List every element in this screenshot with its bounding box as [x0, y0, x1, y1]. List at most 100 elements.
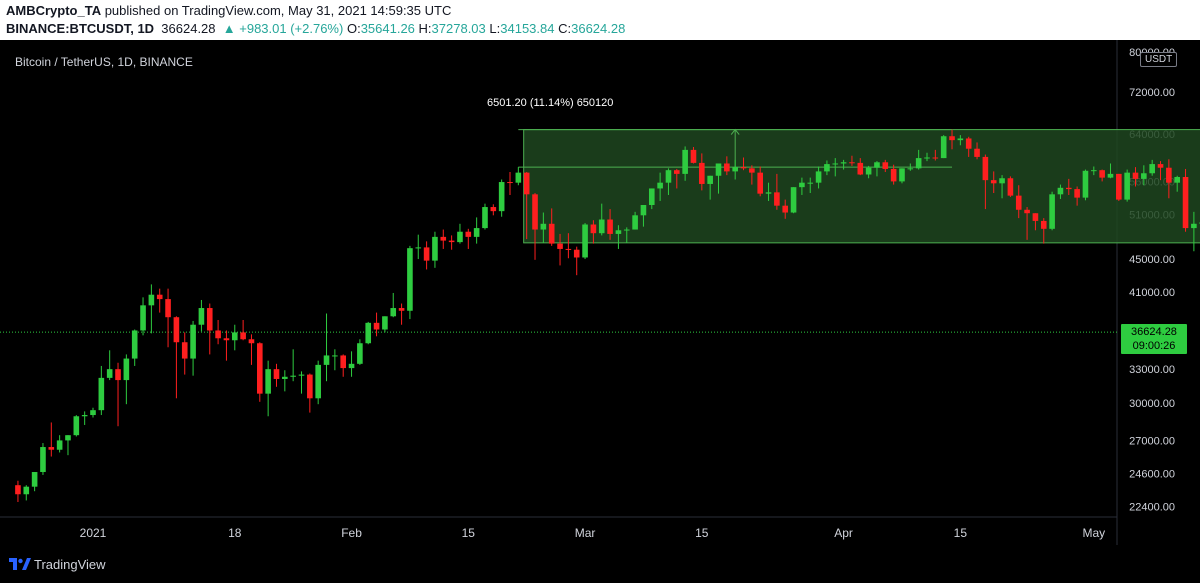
- candle-body: [699, 162, 705, 184]
- candle-body: [949, 136, 955, 141]
- candle-body: [415, 247, 422, 249]
- candle-body: [990, 180, 997, 184]
- candle-body: [707, 175, 713, 184]
- candle-body: [1149, 164, 1155, 174]
- candle-body: [498, 182, 505, 212]
- candle-body: [1049, 194, 1055, 229]
- candle-body: [532, 194, 538, 230]
- candle-body: [1015, 195, 1022, 210]
- high-value: 37278.03: [431, 21, 486, 36]
- publisher-name[interactable]: AMBCrypto_TA: [6, 3, 102, 18]
- candle-body: [815, 171, 822, 183]
- candle-body: [206, 308, 213, 331]
- candlestick-chart[interactable]: 72000.0064000.0056000.0051000.0045000.00…: [0, 40, 1200, 545]
- candle-body: [332, 355, 338, 357]
- time-tick-label: Feb: [341, 526, 362, 540]
- measure-label: 6501.20 (11.14%) 650120: [487, 97, 614, 109]
- candle-body: [340, 355, 346, 369]
- candle-body: [315, 364, 321, 399]
- candle-body: [907, 168, 914, 170]
- last-price-value: 36624.28: [1131, 326, 1177, 339]
- candle-body: [140, 305, 146, 331]
- candle-body: [265, 369, 271, 394]
- candle-body: [48, 447, 55, 450]
- candle-body: [790, 187, 797, 213]
- candle-body: [1074, 189, 1080, 198]
- candle-body: [690, 149, 697, 163]
- candle-body: [732, 167, 738, 172]
- candle-body: [1166, 167, 1172, 183]
- close-label: C:: [558, 21, 572, 36]
- candle-body: [423, 247, 430, 261]
- candle-body: [282, 376, 288, 379]
- candle-body: [582, 224, 588, 258]
- bar-countdown: 09:00:26: [1132, 340, 1176, 353]
- candle-body: [832, 163, 839, 165]
- candle-body: [465, 231, 472, 237]
- price-tick-label: 33000.00: [1129, 364, 1175, 376]
- candle-body: [1182, 176, 1189, 229]
- candle-body: [757, 172, 763, 194]
- candle-body: [23, 486, 30, 495]
- time-tick-label: 15: [695, 526, 709, 540]
- candle-body: [615, 230, 622, 234]
- candle-body: [31, 472, 38, 487]
- candle-body: [98, 377, 105, 411]
- candle-body: [1032, 213, 1039, 221]
- chart-title: Bitcoin / TetherUS, 1D, BINANCE: [15, 55, 193, 69]
- candle-body: [223, 338, 230, 341]
- candle-body: [215, 330, 221, 339]
- candle-body: [1116, 173, 1122, 200]
- candle-body: [1107, 173, 1114, 178]
- candle-body: [1174, 176, 1180, 183]
- time-tick-label: Mar: [575, 526, 596, 540]
- tradingview-logo-text[interactable]: TradingView: [34, 557, 106, 572]
- last-price: 36624.28: [161, 21, 216, 36]
- candle-body: [198, 308, 205, 325]
- tradingview-logo-icon[interactable]: [8, 556, 32, 572]
- candle-body: [298, 374, 305, 376]
- candle-body: [1057, 187, 1064, 195]
- time-tick-label: 2021: [80, 526, 107, 540]
- candle-body: [665, 170, 672, 183]
- price-tick-label: 27000.00: [1129, 435, 1175, 447]
- candle-body: [573, 249, 580, 258]
- candle-body: [106, 369, 113, 378]
- candle-body: [640, 204, 647, 216]
- time-tick-label: 15: [462, 526, 476, 540]
- candle-body: [607, 219, 613, 234]
- currency-badge[interactable]: USDT: [1140, 52, 1178, 67]
- publish-header: AMBCrypto_TA published on TradingView.co…: [0, 0, 1200, 40]
- candle-body: [740, 167, 747, 169]
- candle-body: [999, 178, 1005, 184]
- candle-body: [440, 236, 447, 241]
- candle-body: [65, 435, 71, 441]
- candle-body: [1040, 220, 1047, 229]
- candle-body: [348, 363, 355, 369]
- candle-body: [932, 157, 939, 159]
- open-value: 35641.26: [360, 21, 415, 36]
- candle-body: [390, 308, 397, 317]
- candle-body: [1065, 187, 1072, 190]
- candle-body: [799, 182, 805, 188]
- candle-body: [240, 332, 246, 340]
- measure-arrow-head: [730, 128, 740, 135]
- candle-body: [715, 163, 722, 176]
- last-price-badge: 36624.28 09:00:26: [1121, 324, 1187, 355]
- publish-info: AMBCrypto_TA published on TradingView.co…: [6, 3, 451, 18]
- candle-body: [882, 162, 889, 169]
- candle-body: [915, 158, 922, 169]
- chart-pane[interactable]: 72000.0064000.0056000.0051000.0045000.00…: [0, 40, 1200, 545]
- candle-body: [482, 207, 488, 229]
- candle-body: [432, 236, 438, 261]
- candle-body: [515, 172, 522, 183]
- candle-body: [365, 322, 372, 344]
- candle-body: [407, 248, 413, 311]
- candle-body: [874, 162, 880, 168]
- candle-body: [557, 243, 563, 249]
- candle-body: [899, 168, 905, 182]
- candle-body: [181, 342, 188, 359]
- candle-body: [565, 248, 572, 250]
- published-text: published on TradingView.com, May 31, 20…: [101, 3, 452, 18]
- candle-body: [974, 148, 980, 157]
